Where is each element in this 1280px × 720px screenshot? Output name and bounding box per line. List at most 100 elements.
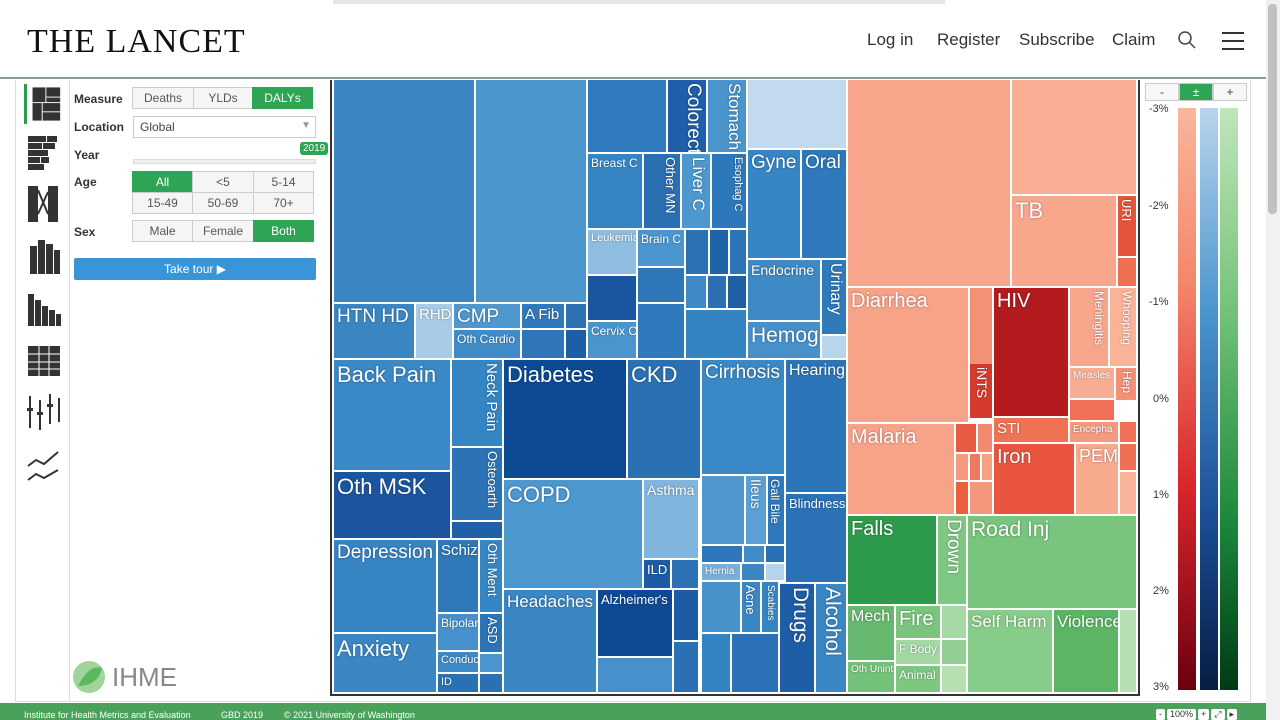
treemap-cell-ileus[interactable]: Ileus	[746, 476, 768, 546]
treemap-cell-ntd-e[interactable]	[982, 454, 994, 482]
age-50-69-button[interactable]: 50-69	[192, 192, 254, 214]
lancet-logo[interactable]: THE LANCET	[27, 23, 246, 60]
page-scrollbar[interactable]	[1266, 0, 1280, 720]
treemap-cell-id[interactable]: ID	[438, 674, 480, 694]
take-tour-button[interactable]: Take tour ▶	[74, 258, 316, 280]
treemap-cell-digest-b[interactable]	[702, 546, 744, 564]
treemap-cell-meningitis[interactable]: Meningitis	[1070, 288, 1110, 368]
year-slider[interactable]	[133, 159, 316, 164]
treemap-cell-scabies[interactable]: Scabies	[762, 582, 780, 634]
treemap-cell-neo-g[interactable]	[708, 276, 728, 310]
sex-male-button[interactable]: Male	[132, 220, 193, 242]
treemap-cell-ckd[interactable]: CKD	[628, 360, 702, 480]
treemap-cell-neo-c[interactable]	[730, 230, 748, 276]
descending-bar-viz-icon[interactable]	[24, 288, 62, 328]
treemap-cell-small-light[interactable]	[822, 336, 848, 360]
treemap-cell-hernia[interactable]: Hernia	[702, 564, 742, 582]
treemap-cell-ntd-a[interactable]	[956, 424, 978, 454]
treemap-cell-inj-b[interactable]	[942, 640, 968, 666]
treemap-cell-f-body[interactable]: F Body	[896, 640, 942, 666]
treemap-cell-digest-f[interactable]	[766, 564, 786, 582]
treemap-cell-ntd-d[interactable]	[970, 454, 982, 482]
treemap-cell-neo-d[interactable]	[588, 276, 638, 322]
treemap-cell-gyne[interactable]: Gyne	[748, 150, 802, 260]
next-icon[interactable]: ▸	[1226, 709, 1238, 720]
year-slider-handle[interactable]: 2019	[300, 142, 329, 155]
legend-plus-button[interactable]: +	[1213, 83, 1247, 101]
treemap-cell-oral[interactable]: Oral	[802, 150, 848, 260]
treemap-cell-ntd-g[interactable]	[970, 482, 994, 516]
treemap-cell-violence[interactable]: Violence	[1054, 610, 1120, 694]
treemap-cell-bipolar[interactable]: Bipolar	[438, 614, 480, 652]
zoom-in-button[interactable]: +	[1198, 709, 1210, 720]
treemap-cell-neo-a[interactable]	[686, 230, 710, 276]
treemap-cell-ntd-c[interactable]	[956, 454, 970, 482]
treemap-cell-mech[interactable]: Mech	[848, 606, 896, 662]
treemap-cell-oth-unint[interactable]: Oth Unint	[848, 662, 896, 694]
nav-subscribe[interactable]: Subscribe	[1019, 30, 1095, 49]
treemap-cell-cirrhosis[interactable]: Cirrhosis	[702, 360, 786, 476]
treemap-cell-colorect[interactable]: Colorect C	[668, 80, 708, 154]
age-all-button[interactable]: All	[132, 171, 193, 193]
treemap-cell-ints[interactable]: iNTS	[970, 364, 994, 420]
treemap-cell-drugs[interactable]: Drugs	[780, 584, 816, 694]
treemap-cell-ntd-b[interactable]	[978, 424, 994, 454]
treemap-cell-self-harm[interactable]: Self Harm	[968, 610, 1054, 694]
treemap-cell-maternal[interactable]	[748, 80, 848, 150]
treemap-cell-drown[interactable]: Drown	[938, 516, 968, 606]
treemap-cell-brain[interactable]: Brain C	[638, 230, 686, 268]
treemap-cell-fire[interactable]: Fire	[896, 606, 942, 640]
treemap-cell-pem[interactable]: PEM	[1076, 444, 1120, 516]
treemap-cell-endocrine[interactable]: Endocrine	[748, 260, 822, 322]
treemap-cell-digest-a[interactable]	[702, 476, 746, 546]
treemap-cell-inj-d[interactable]	[1120, 610, 1138, 694]
treemap-cell-ild[interactable]: ILD	[644, 560, 672, 590]
treemap-cell-leukemia[interactable]: Leukemia	[588, 230, 638, 276]
treemap-cell-other-mn[interactable]: Other MN	[644, 154, 682, 230]
treemap-cell-lung-cancer[interactable]	[588, 80, 668, 154]
treemap-cell-measles[interactable]: Measles	[1070, 368, 1116, 400]
treemap-cell-digest-c[interactable]	[744, 546, 766, 564]
range-plot-viz-icon[interactable]	[24, 392, 62, 432]
treemap-cell-cardio-small2[interactable]	[522, 330, 566, 360]
treemap-cell-skin-a[interactable]	[702, 582, 742, 634]
treemap-cell-msk-small[interactable]	[452, 522, 504, 540]
treemap-cell-copd[interactable]: COPD	[504, 480, 644, 590]
treemap-cell-sti[interactable]: STI	[994, 418, 1070, 444]
arrow-diagram-viz-icon[interactable]	[24, 184, 62, 224]
bar-stack-viz-icon[interactable]	[24, 236, 62, 276]
treemap-cell-back-pain[interactable]: Back Pain	[334, 360, 452, 472]
treemap-cell-red-b[interactable]	[1070, 400, 1116, 422]
treemap-cell-anxiety[interactable]: Anxiety	[334, 634, 438, 694]
treemap-cell-tb[interactable]: TB	[1012, 196, 1118, 288]
treemap-cell-esophag[interactable]: Esophag C	[712, 154, 748, 230]
treemap-cell-uri[interactable]: URI	[1118, 196, 1138, 258]
treemap-cell-ment-small2[interactable]	[480, 674, 504, 694]
zoom-out-button[interactable]: -	[1156, 709, 1165, 720]
treemap-cell-conduct[interactable]: Conduct	[438, 652, 480, 674]
treemap-cell-osteoarth[interactable]: Osteoarth	[452, 448, 504, 522]
treemap-cell-diarrhea[interactable]: Diarrhea	[848, 288, 970, 424]
treemap-cell-red-small[interactable]	[1118, 258, 1138, 288]
age-15-49-button[interactable]: 15-49	[132, 192, 193, 214]
treemap-cell-inj-c[interactable]	[942, 666, 968, 694]
treemap-cell-neo-h[interactable]	[728, 276, 748, 310]
treemap-cell-stomach[interactable]: Stomach C	[708, 80, 748, 154]
treemap-cell-inj-a[interactable]	[942, 606, 968, 640]
treemap-cell-nut-a[interactable]	[1120, 444, 1138, 472]
treemap-cell-neuro-a[interactable]	[674, 590, 700, 642]
scrollbar-thumb[interactable]	[1268, 4, 1277, 214]
treemap-cell-nut-b[interactable]	[1120, 472, 1138, 516]
treemap-cell-liver[interactable]: Liver C	[682, 154, 712, 230]
treemap-cell-acne[interactable]: Acne	[742, 582, 762, 634]
measure-deaths-button[interactable]: Deaths	[132, 87, 194, 109]
treemap-viz-icon[interactable]	[24, 84, 62, 124]
treemap-cell-oth-msk[interactable]: Oth MSK	[334, 472, 452, 540]
treemap-cell-resp-small[interactable]	[672, 560, 700, 590]
treemap-cell-hep[interactable]: Hep	[1116, 368, 1138, 402]
treemap-cell-stroke[interactable]	[476, 80, 588, 304]
treemap-cell-oth-ment[interactable]: Oth Ment	[480, 540, 504, 614]
sex-female-button[interactable]: Female	[192, 220, 254, 242]
age-under5-button[interactable]: <5	[192, 171, 254, 193]
treemap-cell-breast[interactable]: Breast C	[588, 154, 644, 230]
